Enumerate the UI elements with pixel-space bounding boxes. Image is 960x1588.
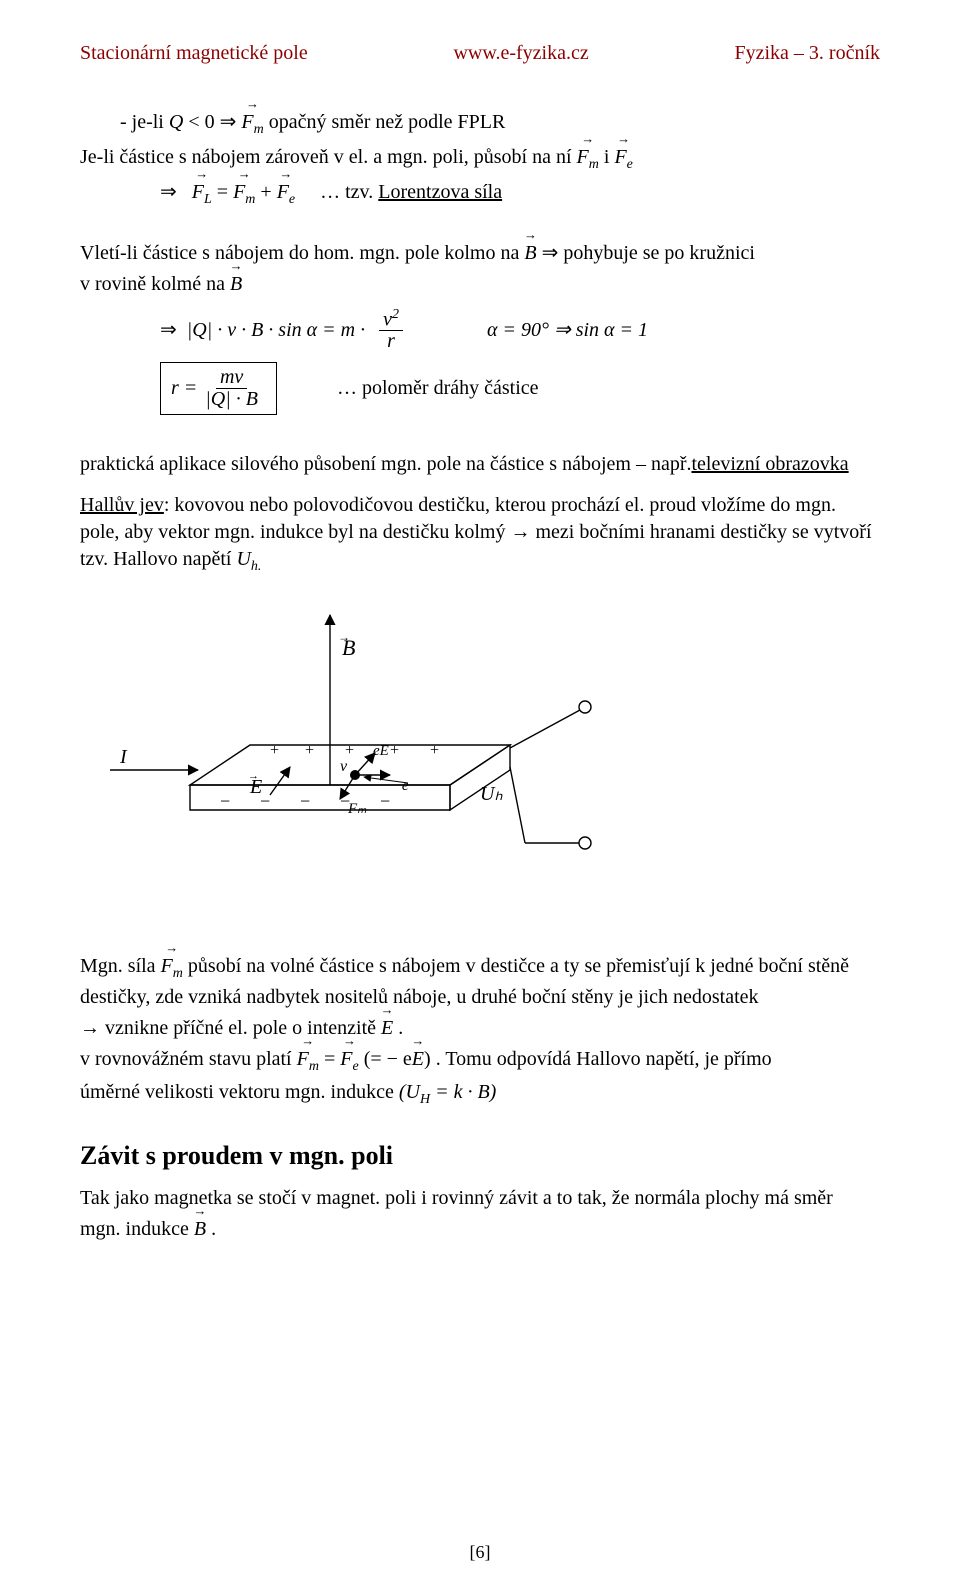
para-1: praktická aplikace silového působení mgn… (80, 451, 880, 478)
l3-FL: FL (192, 177, 212, 210)
eq1-frac: v2 r (379, 308, 403, 353)
eq1-left: |Q| · v · B · sin α = m · (187, 317, 365, 344)
eq-row-2: r = mv |Q| · B … poloměr dráhy částice (160, 362, 880, 415)
p3a: Mgn. síla (80, 955, 161, 977)
final-2: mgn. indukce B . (80, 1214, 880, 1243)
p3b: působí na volné částice s nábojem v dest… (80, 955, 849, 1008)
section-heading: Závit s proudem v mgn. poli (80, 1138, 880, 1173)
svg-text:+: + (430, 742, 439, 759)
header-right: Fyzika – 3. ročník (734, 40, 880, 67)
eq2-text: … poloměr dráhy částice (337, 375, 539, 402)
p2-U: U (236, 548, 250, 570)
p6-paren: (UH = k · B) (399, 1081, 497, 1103)
p6a: úměrné velikosti vektoru mgn. indukce (80, 1081, 399, 1103)
l2-Fm: Fm (577, 142, 599, 175)
p5-Evec: E (412, 1044, 424, 1073)
svg-text:→: → (338, 630, 350, 644)
l3-eq: = (217, 181, 233, 203)
l3-plus: + (260, 181, 276, 203)
para-2: Hallův jev: kovovou nebo polovodičovou d… (80, 492, 880, 577)
l2-Fe: Fe (614, 142, 632, 175)
l4-B: B (524, 238, 536, 267)
header-left: Stacionární magnetické pole (80, 40, 308, 67)
p2-hallov: Hallův jev (80, 494, 164, 516)
svg-text:+: + (305, 742, 314, 759)
header-center: www.e-fyzika.cz (453, 40, 588, 67)
p5-Fm: Fm (297, 1044, 319, 1077)
p2-Usub: h. (251, 559, 262, 574)
p1: praktická aplikace silového působení mgn… (80, 453, 691, 475)
para-6: úměrné velikosti vektoru mgn. indukce (U… (80, 1079, 880, 1110)
l2mid: i (604, 146, 615, 168)
l4b: ⇒ pohybuje se po kružnici (542, 242, 755, 264)
l3-lorentz: Lorentzova síla (378, 181, 502, 203)
svg-text:→: → (248, 770, 259, 782)
l1e: opačný směr než podle FPLR (264, 111, 506, 133)
l1c: < 0 ⇒ (183, 111, 241, 133)
eq2-frac: mv |Q| · B (201, 367, 262, 410)
p4-E: E (381, 1013, 393, 1042)
l2a: Je-li částice s nábojem zároveň v el. a … (80, 146, 577, 168)
page-number: [6] (0, 1540, 960, 1564)
line-3: ⇒ FL = Fm + Fe … tzv. Lorentzova síla (160, 177, 880, 210)
p5b: . Tomu odpovídá Hallovo napětí, je přímo (436, 1048, 772, 1070)
svg-text:−: − (380, 791, 390, 811)
l3-dots: … tzv. (320, 181, 378, 203)
para-5: v rovnovážném stavu platí Fm = Fe (= − e… (80, 1044, 880, 1077)
diagram-label-eE: eE (373, 743, 389, 759)
l1-Fm-vec: Fm (241, 107, 263, 140)
line-5: v rovině kolmé na B (80, 269, 880, 298)
l1-Q: Q (169, 111, 183, 133)
l5-B: B (230, 269, 242, 298)
l3-Fe: Fe (277, 177, 295, 210)
page-header: Stacionární magnetické pole www.e-fyzika… (80, 40, 880, 67)
final-B: B (194, 1214, 206, 1243)
l3-arrow: ⇒ (160, 181, 177, 203)
l1a: - je-li (120, 111, 169, 133)
hall-diagram-svg: B → + + + + + − − − − − (80, 595, 620, 915)
line-4: Vletí-li částice s nábojem do hom. mgn. … (80, 238, 880, 267)
svg-text:+: + (390, 742, 399, 759)
diagram-label-v: v (340, 758, 348, 775)
hall-diagram: B → + + + + + − − − − − (80, 595, 620, 923)
p3-Fm: Fm (161, 951, 183, 984)
diagram-label-I: I (119, 746, 128, 768)
svg-text:−: − (300, 791, 310, 811)
p4: → vznikne příčné el. pole o intenzitě (80, 1017, 381, 1039)
l4a: Vletí-li částice s nábojem do hom. mgn. … (80, 242, 524, 264)
eq1-arrow: ⇒ (160, 317, 177, 344)
para-3: Mgn. síla Fm působí na volné částice s n… (80, 951, 880, 1011)
svg-text:+: + (270, 742, 279, 759)
p5-paren2: ) (424, 1048, 431, 1070)
p5-paren: (= − e (364, 1048, 412, 1070)
line-1: - je-li Q < 0 ⇒ Fm opačný směr než podle… (120, 107, 880, 140)
para-4: → vznikne příčné el. pole o intenzitě E … (80, 1013, 880, 1042)
eq-row-1: ⇒ |Q| · v · B · sin α = m · v2 r α = 90°… (160, 308, 880, 353)
l5: v rovině kolmé na (80, 273, 230, 295)
eq2-lhs: r = (171, 375, 197, 402)
diagram-label-Uh: Uₕ (480, 783, 503, 805)
p5-Fe: Fe (340, 1044, 358, 1077)
p5-eq: = (324, 1048, 340, 1070)
eq1-mid: α = 90° ⇒ sin α = 1 (487, 317, 648, 344)
svg-text:+: + (345, 742, 354, 759)
diagram-label-Fm: Fₘ (347, 801, 367, 817)
eq2-box: r = mv |Q| · B (160, 362, 277, 415)
p4dot: . (393, 1017, 403, 1039)
l3-Fm: Fm (233, 177, 255, 210)
p1-tv: televizní obrazovka (691, 453, 848, 475)
p2a: : kovovou nebo polovodičovou destičku, k… (80, 494, 872, 570)
p5a: v rovnovážném stavu platí (80, 1048, 297, 1070)
svg-text:−: − (220, 791, 230, 811)
